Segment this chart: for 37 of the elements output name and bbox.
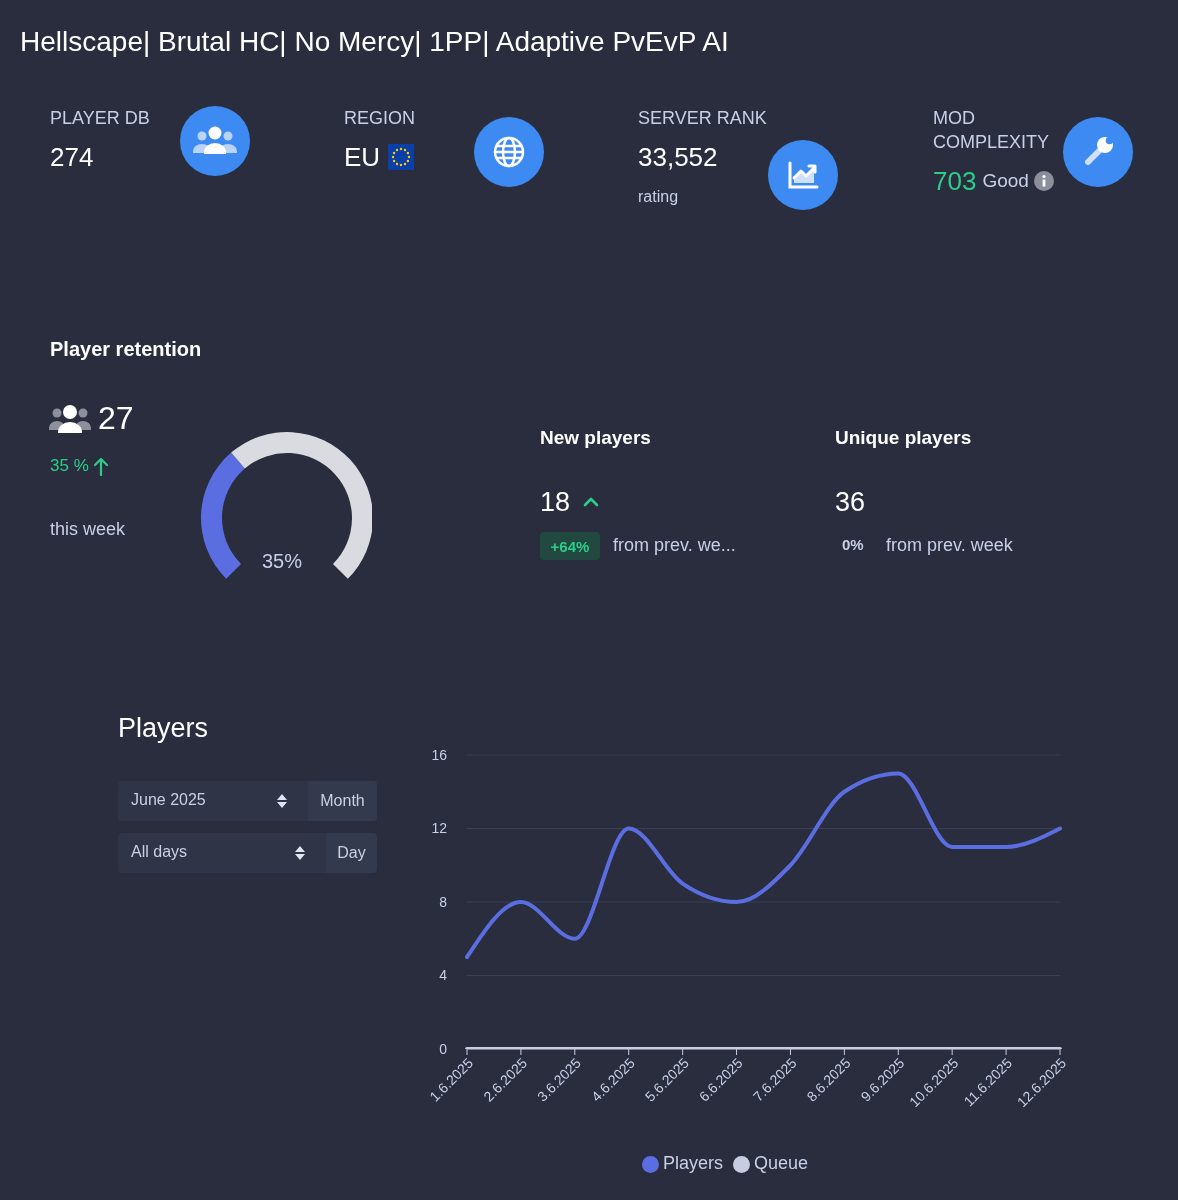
text: 35% [261, 550, 303, 573]
text: 33,552 [638, 141, 718, 172]
data-label: 18 [540, 487, 571, 518]
y-tick-label: 12 [431, 820, 448, 837]
category-label: Unique players [835, 427, 972, 449]
text: 0% [842, 536, 864, 553]
dropdown: June 2025 [118, 781, 308, 821]
y-tick-label: 4 [439, 967, 448, 984]
text: from prev. we... [613, 535, 736, 556]
text: rating [638, 188, 679, 206]
legend-label: Queue [753, 1153, 809, 1173]
text: from prev. week [886, 535, 1013, 556]
dropdown: All days [118, 833, 326, 873]
text: 27 [98, 400, 134, 437]
data-label: 36 [835, 487, 866, 518]
text: this week [50, 519, 126, 540]
y-tick-label: 0 [439, 1040, 448, 1057]
text: 703 [933, 165, 977, 196]
line-series [465, 771, 1062, 960]
text: Players [118, 713, 209, 744]
text: EU [344, 141, 381, 172]
button: Day [326, 833, 377, 873]
category-label: MOD COMPLEXITY [933, 107, 1051, 154]
button: Month [308, 781, 377, 821]
chart-title: Player retention [50, 338, 202, 361]
category-label: REGION [344, 107, 416, 130]
category-label: SERVER RANK [638, 107, 767, 130]
badge: +64% [540, 532, 600, 560]
y-tick-label: 8 [439, 893, 448, 910]
category-label: New players [540, 427, 651, 449]
text: Hellscape| Brutal HC| No Mercy| 1PP| Adaptive PvEvP AI [20, 26, 729, 58]
category-label: PLAYER DB [50, 107, 150, 130]
text: 274 [50, 141, 94, 172]
y-tick-label: 16 [431, 746, 448, 763]
legend-label: Players [662, 1153, 723, 1173]
text: Good [982, 170, 1029, 192]
text: 35 % [50, 456, 89, 476]
